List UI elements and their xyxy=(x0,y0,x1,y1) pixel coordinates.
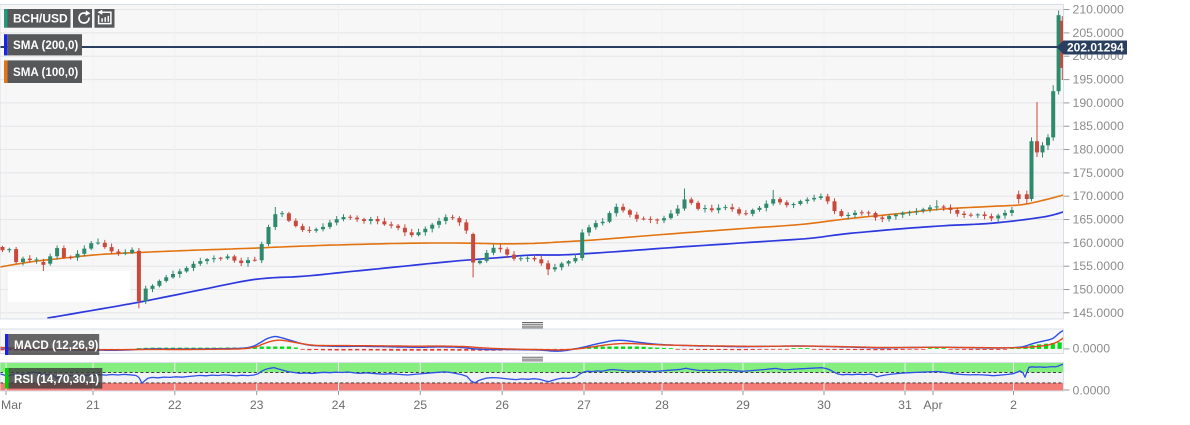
svg-text:22: 22 xyxy=(168,398,182,412)
svg-text:RSI (14,70,30,1): RSI (14,70,30,1) xyxy=(14,373,99,386)
svg-text:21: 21 xyxy=(86,398,100,412)
svg-text:27: 27 xyxy=(577,398,591,412)
svg-text:2: 2 xyxy=(1010,398,1017,412)
svg-text:190.0000: 190.0000 xyxy=(1073,96,1124,110)
svg-text:202.01294: 202.01294 xyxy=(1067,41,1124,55)
svg-text:180.0000: 180.0000 xyxy=(1073,143,1124,157)
svg-text:195.0000: 195.0000 xyxy=(1073,73,1124,87)
svg-text:23: 23 xyxy=(250,398,264,412)
svg-text:BCH/USD: BCH/USD xyxy=(13,12,68,26)
svg-text:26: 26 xyxy=(495,398,509,412)
svg-text:185.0000: 185.0000 xyxy=(1073,119,1124,133)
svg-text:31: 31 xyxy=(898,398,912,412)
svg-text:145.0000: 145.0000 xyxy=(1073,306,1124,320)
svg-text:25: 25 xyxy=(413,398,427,412)
svg-text:0.0000: 0.0000 xyxy=(1073,383,1111,397)
svg-text:MACD (12,26,9): MACD (12,26,9) xyxy=(14,339,99,352)
svg-text:24: 24 xyxy=(332,398,346,412)
svg-text:Apr: Apr xyxy=(923,398,942,412)
svg-text:30: 30 xyxy=(817,398,831,412)
svg-text:160.0000: 160.0000 xyxy=(1073,236,1124,250)
svg-text:205.0000: 205.0000 xyxy=(1073,26,1124,40)
svg-text:Mar: Mar xyxy=(1,398,22,412)
svg-text:165.0000: 165.0000 xyxy=(1073,213,1124,227)
svg-text:155.0000: 155.0000 xyxy=(1073,259,1124,273)
svg-text:170.0000: 170.0000 xyxy=(1073,189,1124,203)
svg-text:SMA (100,0): SMA (100,0) xyxy=(13,66,78,79)
svg-text:175.0000: 175.0000 xyxy=(1073,166,1124,180)
svg-text:29: 29 xyxy=(736,398,750,412)
svg-text:SMA (200,0): SMA (200,0) xyxy=(13,39,78,52)
svg-text:210.0000: 210.0000 xyxy=(1073,3,1124,17)
svg-text:28: 28 xyxy=(655,398,669,412)
svg-text:150.0000: 150.0000 xyxy=(1073,283,1124,297)
svg-text:0.0000: 0.0000 xyxy=(1073,342,1111,356)
